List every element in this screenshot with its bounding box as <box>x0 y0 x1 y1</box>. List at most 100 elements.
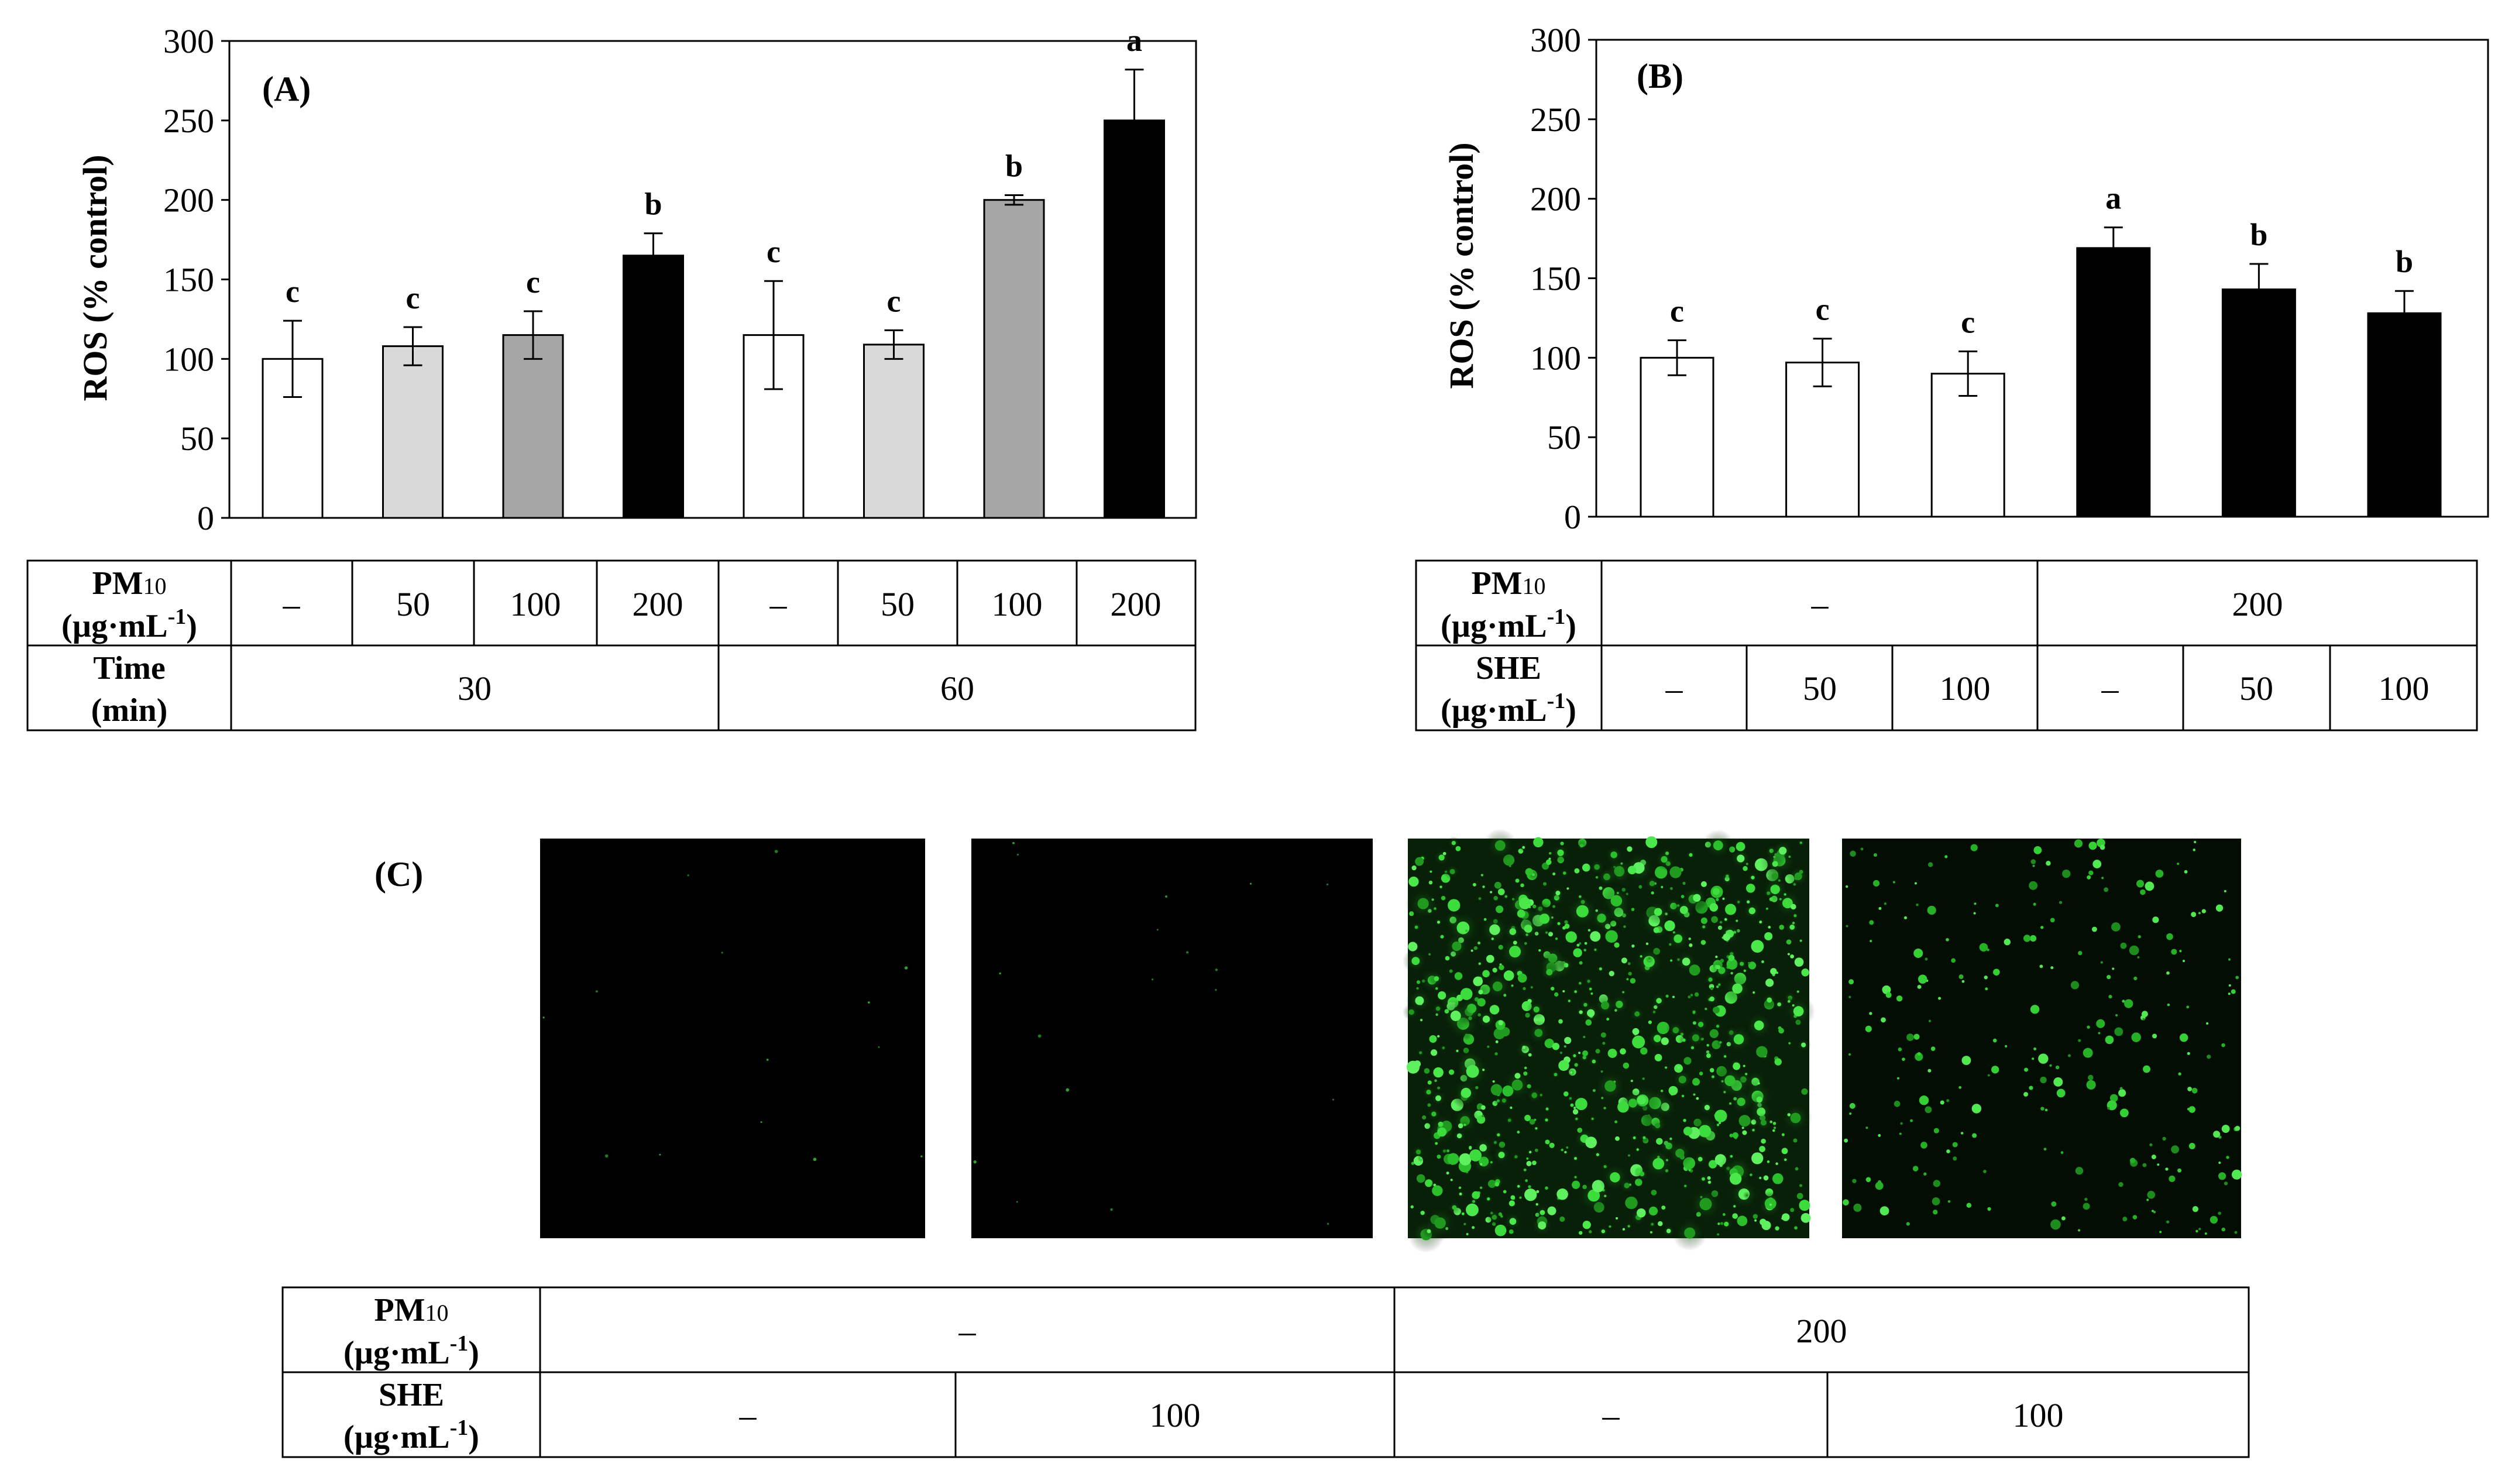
fluorescent-cell <box>1738 1115 1751 1127</box>
fluorescent-cell <box>1633 1136 1636 1139</box>
fluorescent-cell <box>1498 1020 1503 1026</box>
fluorescent-cell <box>2104 887 2109 892</box>
fluorescent-cell <box>1452 941 1462 951</box>
fluorescent-cell <box>1730 960 1737 966</box>
fluorescent-cell <box>1509 928 1517 935</box>
fluorescent-cell <box>1534 1148 1538 1152</box>
fluorescent-cell <box>1704 1105 1710 1111</box>
fluorescent-cell <box>2152 916 2159 923</box>
fluorescent-cell <box>1583 1002 1587 1007</box>
fluorescent-cell <box>1683 1126 1693 1136</box>
fluorescent-cell <box>1677 958 1680 961</box>
fluorescent-cell <box>2108 995 2112 999</box>
fluorescent-cell <box>1765 978 1774 987</box>
fluorescent-cell <box>1717 1233 1720 1236</box>
fluorescent-cell <box>1410 1205 1414 1209</box>
fluorescent-cell <box>1563 871 1566 875</box>
fluorescent-cell <box>1555 937 1558 940</box>
fluorescent-cell <box>1493 1141 1497 1144</box>
fluorescent-cell <box>1509 946 1521 958</box>
panel-a-row1-label: PM10 <box>92 565 166 602</box>
fluorescent-cell <box>604 1154 609 1158</box>
fluorescent-cell <box>1873 853 1878 857</box>
fluorescent-cell <box>1569 1097 1572 1100</box>
fluorescent-cell <box>1623 1062 1630 1069</box>
fluorescent-cell <box>1548 851 1552 855</box>
fluorescent-cell <box>1756 1096 1763 1103</box>
fluorescent-cell <box>1961 1056 1971 1066</box>
fluorescent-cell <box>973 1160 977 1164</box>
panel-a-y-tick-label: 150 <box>163 261 214 299</box>
panel-a-bar <box>623 255 684 519</box>
fluorescent-cell <box>1902 1057 1905 1062</box>
fluorescent-cell <box>1420 1210 1425 1215</box>
fluorescent-cell <box>2049 1064 2052 1067</box>
fluorescent-cell <box>1495 1040 1499 1043</box>
fluorescent-cell <box>1750 1173 1753 1177</box>
fluorescent-cell <box>2050 1219 2061 1230</box>
fluorescent-cell <box>2077 1229 2081 1232</box>
fluorescent-cell <box>1566 887 1569 890</box>
fluorescent-cell <box>1732 983 1743 994</box>
fluorescent-cell <box>1601 1229 1606 1234</box>
fluorescent-cell <box>1672 1027 1679 1033</box>
fluorescent-cell <box>1987 948 1989 951</box>
panel-b-condition-table <box>1415 559 2478 731</box>
fluorescent-cell <box>2191 912 2197 918</box>
fluorescent-cell <box>1465 1033 1468 1037</box>
fluorescent-cell <box>1777 1002 1782 1006</box>
fluorescent-cell <box>1627 962 1631 966</box>
fluorescent-cell <box>1614 942 1620 948</box>
fluorescent-cell <box>1800 1212 1811 1223</box>
fluorescent-cell <box>2194 841 2197 844</box>
fluorescent-cell <box>1455 846 1461 851</box>
fluorescent-cell <box>1408 1009 1414 1015</box>
fluorescent-cell <box>1589 987 1592 991</box>
fluorescent-cell <box>1799 1200 1810 1211</box>
fluorescent-cell <box>1919 1095 1929 1105</box>
fluorescent-cell <box>1511 1079 1523 1091</box>
panel-a-bar <box>983 199 1045 519</box>
panel-c-she-100-1: 100 <box>1150 1396 1201 1434</box>
fluorescent-cell <box>1536 1190 1540 1193</box>
fluorescent-cell <box>1946 1099 1950 1102</box>
fluorescent-cell <box>1917 984 1922 989</box>
fluorescent-cell <box>1923 1172 1927 1176</box>
fluorescent-cell <box>2152 1033 2157 1039</box>
fluorescent-cell <box>1884 902 1887 905</box>
fluorescent-cell <box>2040 926 2044 929</box>
fluorescent-cell <box>1772 861 1778 867</box>
fluorescent-cell <box>1869 920 1874 925</box>
fluorescent-cell <box>1587 980 1590 983</box>
fluorescent-cell <box>1756 1046 1768 1058</box>
fluorescent-cell <box>1793 1006 1804 1017</box>
fluorescent-cell <box>1434 1217 1446 1229</box>
fluorescent-cell <box>1522 846 1525 849</box>
fluorescent-cell <box>1716 1025 1720 1028</box>
panel-a-chart: 0 50 100 150 200 250 300 c c c b c c b a (A) ROS (% c… <box>76 22 1197 537</box>
fluorescent-cell <box>1610 851 1617 858</box>
fluorescent-cell <box>1573 1054 1576 1057</box>
fluorescent-cell <box>1482 885 1485 888</box>
fluorescent-cell <box>1627 865 1637 875</box>
fluorescent-cell <box>2096 1019 2105 1028</box>
panel-b-row2-unit: (µg·mL-1) <box>1441 689 1576 729</box>
fluorescent-cell <box>1843 1199 1849 1206</box>
panel-b-y-axis: 0 50 100 150 200 250 300 <box>1530 21 1596 536</box>
panel-b-she-cell: – <box>1665 669 1683 707</box>
panel-b-she-cell: 50 <box>2239 669 2273 707</box>
fluorescent-cell <box>1761 960 1764 963</box>
fluorescent-cell <box>1616 892 1619 895</box>
fluorescent-cell <box>1016 1201 1018 1203</box>
fluorescent-cell <box>1728 954 1735 961</box>
fluorescent-cell <box>1515 878 1520 883</box>
fluorescent-cell <box>1933 1128 1939 1133</box>
fluorescent-cell <box>2166 1220 2170 1224</box>
fluorescent-cell <box>1559 1216 1565 1222</box>
fluorescent-cell <box>1730 952 1734 956</box>
fluorescent-cell <box>1745 1073 1748 1076</box>
fluorescent-cell <box>1498 1152 1505 1159</box>
fluorescent-cell <box>1722 897 1725 900</box>
fluorescent-cell <box>1574 990 1578 993</box>
fluorescent-cell <box>1496 905 1504 913</box>
